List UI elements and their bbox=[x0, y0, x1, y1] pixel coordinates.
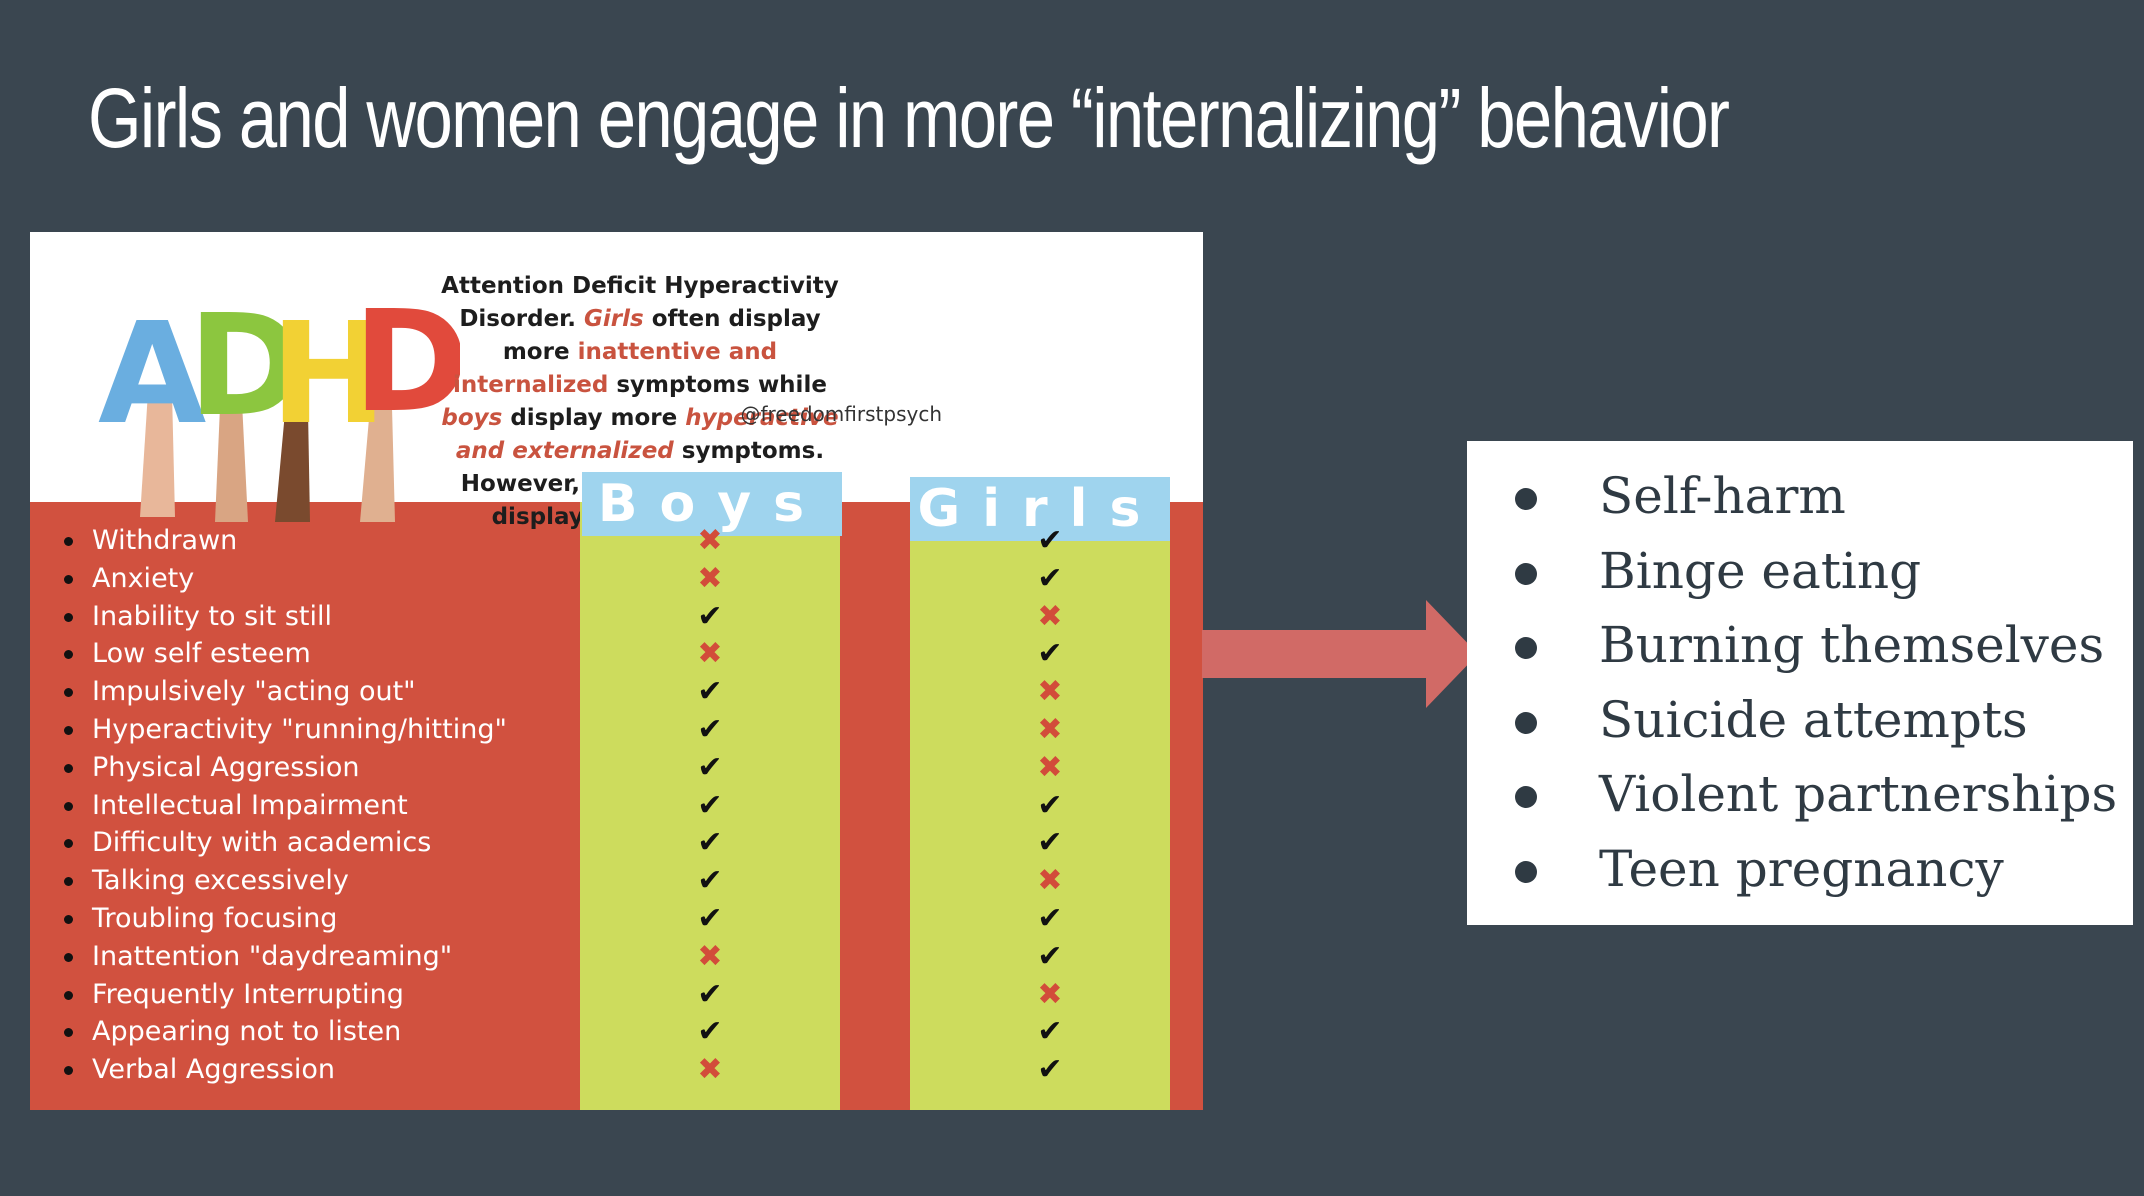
behavior-item: Burning themselves bbox=[1515, 608, 2117, 683]
cross-icon: ✖ bbox=[697, 522, 723, 558]
behavior-item: Self-harm bbox=[1515, 459, 2117, 534]
check-icon: ✔ bbox=[697, 749, 723, 785]
symptom-item: Low self esteem bbox=[60, 635, 507, 673]
cross-icon: ✖ bbox=[1037, 711, 1063, 747]
cross-icon: ✖ bbox=[1037, 598, 1063, 634]
symptom-item: Difficulty with academics bbox=[60, 824, 507, 862]
symptom-item: Physical Aggression bbox=[60, 749, 507, 787]
check-icon: ✔ bbox=[1037, 938, 1063, 974]
check-icon: ✔ bbox=[697, 863, 723, 899]
check-icon: ✔ bbox=[697, 825, 723, 861]
check-icon: ✔ bbox=[697, 598, 723, 634]
symptom-item: Anxiety bbox=[60, 560, 507, 598]
girls-header: Girls bbox=[910, 477, 1170, 541]
check-icon: ✔ bbox=[1037, 787, 1063, 823]
cross-icon: ✖ bbox=[1037, 976, 1063, 1012]
check-icon: ✔ bbox=[1037, 560, 1063, 596]
check-icon: ✔ bbox=[697, 787, 723, 823]
logo-letter: A bbox=[98, 293, 206, 456]
slide-title: Girls and women engage in more “internal… bbox=[88, 71, 1730, 165]
check-icon: ✔ bbox=[1037, 825, 1063, 861]
boys-column bbox=[580, 502, 840, 1110]
adhd-logo: A D H D bbox=[98, 281, 460, 522]
boys-header: Boys bbox=[582, 472, 842, 536]
check-icon: ✔ bbox=[697, 711, 723, 747]
symptom-item: Appearing not to listen bbox=[60, 1013, 507, 1051]
behaviors-list: Self-harm Binge eating Burning themselves S… bbox=[1515, 459, 2117, 906]
cross-icon: ✖ bbox=[697, 560, 723, 596]
girls-column bbox=[910, 502, 1170, 1110]
symptom-item: Verbal Aggression bbox=[60, 1051, 507, 1089]
behavior-item: Violent partnerships bbox=[1515, 757, 2117, 832]
behaviors-panel: Self-harm Binge eating Burning themselves S… bbox=[1467, 441, 2133, 925]
symptom-item: Troubling focusing bbox=[60, 900, 507, 938]
logo-letter: D bbox=[188, 285, 304, 448]
symptom-item: Inattention "daydreaming" bbox=[60, 938, 507, 976]
check-icon: ✔ bbox=[1037, 1014, 1063, 1050]
cross-icon: ✖ bbox=[697, 938, 723, 974]
check-icon: ✔ bbox=[697, 976, 723, 1012]
cross-icon: ✖ bbox=[1037, 674, 1063, 710]
logo-letter: H bbox=[270, 293, 387, 456]
check-icon: ✔ bbox=[1037, 1052, 1063, 1088]
symptom-item: Hyperactivity "running/hitting" bbox=[60, 711, 507, 749]
logo-letter: D bbox=[353, 281, 460, 444]
symptom-list: Withdrawn Anxiety Inability to sit still Lo… bbox=[60, 522, 507, 1089]
symptom-item: Talking excessively bbox=[60, 862, 507, 900]
cross-icon: ✖ bbox=[697, 636, 723, 672]
check-icon: ✔ bbox=[1037, 636, 1063, 672]
check-icon: ✔ bbox=[1037, 900, 1063, 936]
check-icon: ✔ bbox=[697, 1014, 723, 1050]
credit-handle: @freedomfirstpsych bbox=[740, 402, 942, 426]
symptom-item: Withdrawn bbox=[60, 522, 507, 560]
behavior-item: Teen pregnancy bbox=[1515, 832, 2117, 907]
symptom-item: Impulsively "acting out" bbox=[60, 673, 507, 711]
behavior-item: Suicide attempts bbox=[1515, 683, 2117, 758]
adhd-infographic: A D H D Attention Deficit Hyperactivity … bbox=[30, 232, 1203, 1110]
behavior-item: Binge eating bbox=[1515, 534, 2117, 609]
right-arrow-icon bbox=[1202, 600, 1478, 708]
check-icon: ✔ bbox=[697, 900, 723, 936]
check-icon: ✔ bbox=[697, 674, 723, 710]
infographic-description: Attention Deficit Hyperactivity Disorder… bbox=[441, 273, 839, 530]
check-icon: ✔ bbox=[1037, 522, 1063, 558]
symptom-item: Intellectual Impairment bbox=[60, 787, 507, 825]
cross-icon: ✖ bbox=[697, 1052, 723, 1088]
symptom-item: Frequently Interrupting bbox=[60, 976, 507, 1014]
symptom-item: Inability to sit still bbox=[60, 598, 507, 636]
cross-icon: ✖ bbox=[1037, 863, 1063, 899]
cross-icon: ✖ bbox=[1037, 749, 1063, 785]
